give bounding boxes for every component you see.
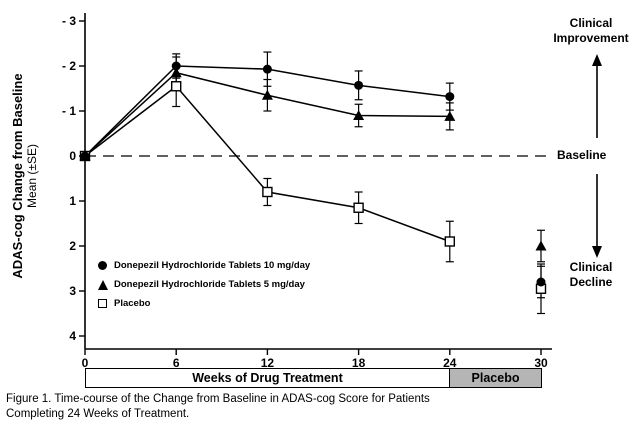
svg-text:- 3: - 3 xyxy=(62,14,76,28)
clinical-improvement-label: Clinical Improvement xyxy=(553,16,629,45)
svg-text:4: 4 xyxy=(69,329,76,343)
svg-text:2: 2 xyxy=(69,239,76,253)
legend-label-10mg: Donepezil Hydrochloride Tablets 10 mg/da… xyxy=(114,260,311,271)
clinical-decline-label: Clinical Decline xyxy=(569,260,613,289)
svg-text:- 2: - 2 xyxy=(62,59,76,73)
svg-text:24: 24 xyxy=(443,356,457,368)
y-axis-title-main: ADAS-cog Change from Baseline xyxy=(10,73,25,279)
placebo-washout-band: Placebo xyxy=(449,368,542,388)
open-square-icon xyxy=(96,299,109,308)
legend-item-5mg: Donepezil Hydrochloride Tablets 5 mg/day xyxy=(96,275,310,294)
legend-label-placebo: Placebo xyxy=(114,298,151,309)
figure-caption: Figure 1. Time-course of the Change from… xyxy=(6,392,626,422)
y-axis-title-sub: Mean (±SE) xyxy=(25,144,39,208)
svg-text:3: 3 xyxy=(69,284,76,298)
legend-item-placebo: Placebo xyxy=(96,294,310,313)
svg-text:0: 0 xyxy=(82,356,89,368)
svg-text:1: 1 xyxy=(69,194,76,208)
caption-line-2: Completing 24 Weeks of Treatment. xyxy=(6,407,190,420)
baseline-label: Baseline xyxy=(557,148,607,162)
svg-text:30: 30 xyxy=(534,356,548,368)
weeks-of-treatment-band: Weeks of Drug Treatment xyxy=(85,368,450,388)
legend: Donepezil Hydrochloride Tablets 10 mg/da… xyxy=(96,256,310,313)
filled-triangle-icon xyxy=(96,279,109,290)
svg-text:12: 12 xyxy=(261,356,275,368)
svg-text:6: 6 xyxy=(173,356,180,368)
y-axis-title: ADAS-cog Change from Baseline Mean (±SE) xyxy=(10,11,46,341)
legend-item-10mg: Donepezil Hydrochloride Tablets 10 mg/da… xyxy=(96,256,310,275)
caption-line-1: Figure 1. Time-course of the Change from… xyxy=(6,393,430,405)
svg-text:0: 0 xyxy=(69,149,76,163)
svg-text:18: 18 xyxy=(352,356,366,368)
legend-label-5mg: Donepezil Hydrochloride Tablets 5 mg/day xyxy=(114,279,305,290)
svg-text:- 1: - 1 xyxy=(62,104,76,118)
filled-circle-icon xyxy=(96,261,109,270)
